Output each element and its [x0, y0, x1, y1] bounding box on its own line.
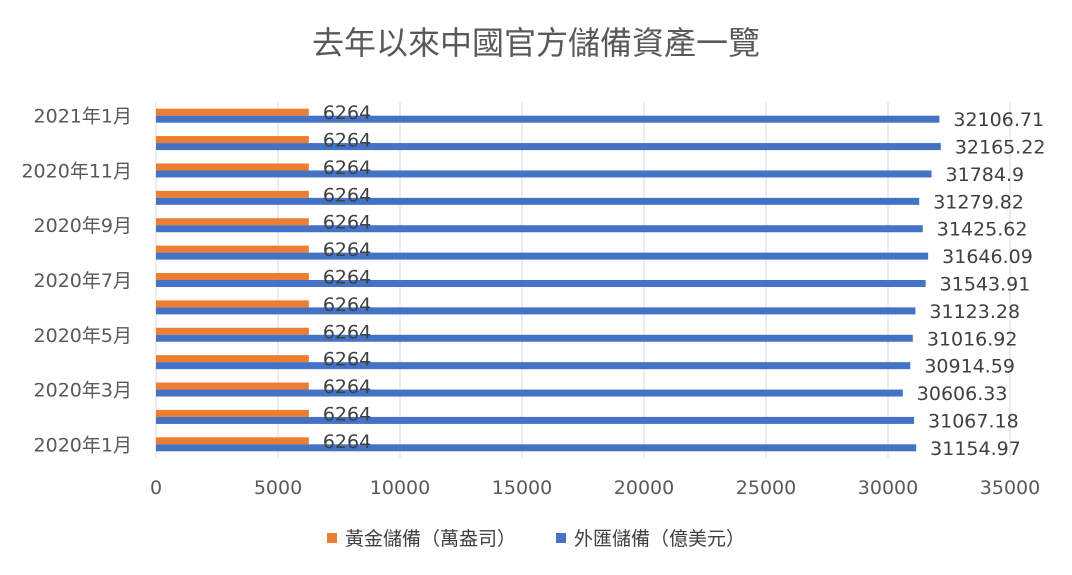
- chart-title: 去年以來中國官方儲備資產一覽: [311, 24, 760, 62]
- data-label-forex: 31123.28: [929, 301, 1020, 323]
- x-tick-label: 5000: [254, 477, 302, 499]
- data-label-forex: 31784.9: [946, 164, 1025, 186]
- legend-item-forex[interactable]: 外匯儲備（億美元）: [556, 524, 745, 551]
- bar-forex[interactable]: [156, 115, 940, 123]
- bar-forex[interactable]: [156, 362, 911, 370]
- bars: [156, 108, 941, 452]
- data-label-gold: 6264: [323, 267, 371, 289]
- bar-gold[interactable]: [156, 108, 309, 116]
- data-label-forex: 31067.18: [928, 410, 1019, 432]
- bar-gold[interactable]: [156, 327, 309, 335]
- category-label: 2020年7月: [34, 270, 132, 292]
- data-label-gold: 6264: [323, 184, 371, 206]
- bar-forex[interactable]: [156, 170, 932, 178]
- bar-forex[interactable]: [156, 225, 923, 233]
- bar-gold[interactable]: [156, 273, 309, 280]
- data-label-gold: 6264: [323, 376, 371, 398]
- data-label-forex: 31646.09: [942, 246, 1033, 268]
- category-labels: 2020年1月 2020年3月 2020年5月 2020年7月 2020年9月 2020年…: [21, 106, 132, 457]
- category-label: 2020年9月: [34, 215, 132, 237]
- bar-forex[interactable]: [156, 334, 913, 342]
- data-label-gold: 6264: [323, 102, 371, 124]
- bar-gold[interactable]: [156, 245, 309, 253]
- bar-gold[interactable]: [156, 355, 309, 363]
- category-label: 2020年5月: [34, 325, 132, 347]
- bar-gold[interactable]: [156, 300, 309, 308]
- legend: 黃金儲備（萬盎司） 外匯儲備（億美元）: [0, 524, 1072, 551]
- bar-gold[interactable]: [156, 163, 309, 171]
- bar-gold[interactable]: [156, 136, 309, 144]
- category-label: 2020年1月: [34, 434, 132, 456]
- data-label-forex: 32165.22: [955, 137, 1046, 159]
- x-tick-label: 20000: [614, 477, 674, 499]
- legend-label-gold: 黃金儲備（萬盎司）: [344, 528, 516, 550]
- legend-item-gold[interactable]: 黃金儲備（萬盎司）: [326, 524, 516, 551]
- data-label-gold: 6264: [323, 130, 371, 152]
- bar-forex[interactable]: [156, 444, 917, 452]
- bar-gold[interactable]: [156, 190, 309, 198]
- data-label-gold: 6264: [323, 239, 371, 261]
- bar-gold[interactable]: [156, 409, 309, 417]
- bar-forex[interactable]: [156, 143, 941, 151]
- data-label-forex: 31425.62: [937, 219, 1028, 241]
- data-label-gold: 6264: [323, 431, 371, 453]
- bar-gold[interactable]: [156, 437, 309, 445]
- legend-label-forex: 外匯儲備（億美元）: [574, 528, 746, 550]
- data-label-gold: 6264: [323, 349, 371, 371]
- x-tick-label: 30000: [858, 477, 918, 499]
- x-tick-labels: 0 5000 10000 15000 20000 25000 30000 35000: [150, 477, 1040, 499]
- data-label-forex: 31016.92: [927, 328, 1018, 350]
- x-tick-label: 25000: [736, 477, 796, 499]
- x-tick-label: 15000: [492, 477, 552, 499]
- bar-forex[interactable]: [156, 252, 929, 260]
- category-label: 2020年11月: [21, 160, 132, 182]
- category-label: 2021年1月: [34, 106, 132, 128]
- data-label-forex: 31543.91: [940, 274, 1031, 296]
- x-tick-label: 0: [150, 477, 162, 499]
- data-label-gold: 6264: [323, 321, 371, 343]
- legend-swatch-gold: [326, 532, 337, 543]
- bar-gold[interactable]: [156, 218, 309, 226]
- data-label-gold: 6264: [323, 157, 371, 179]
- data-label-gold: 6264: [323, 403, 371, 425]
- bar-forex[interactable]: [156, 416, 915, 424]
- legend-swatch-forex: [556, 532, 566, 543]
- data-label-forex: 31279.82: [933, 191, 1024, 213]
- data-label-forex: 32106.71: [953, 109, 1044, 131]
- x-tick-label: 10000: [370, 477, 430, 499]
- bar-forex[interactable]: [156, 389, 903, 397]
- x-tick-label: 35000: [980, 477, 1040, 499]
- data-label-forex: 30914.59: [924, 356, 1015, 378]
- data-label-forex: 31154.97: [930, 438, 1021, 460]
- data-labels: 6264 31154.97 6264 31067.18 6264 30606.33 6264…: [323, 102, 1046, 460]
- category-label: 2020年3月: [34, 380, 132, 402]
- bar-forex[interactable]: [156, 280, 926, 287]
- bar-gold[interactable]: [156, 382, 309, 390]
- data-label-forex: 30606.33: [917, 383, 1008, 405]
- data-label-gold: 6264: [323, 294, 371, 316]
- bar-forex[interactable]: [156, 197, 920, 205]
- data-label-gold: 6264: [323, 212, 371, 234]
- bar-forex[interactable]: [156, 307, 916, 315]
